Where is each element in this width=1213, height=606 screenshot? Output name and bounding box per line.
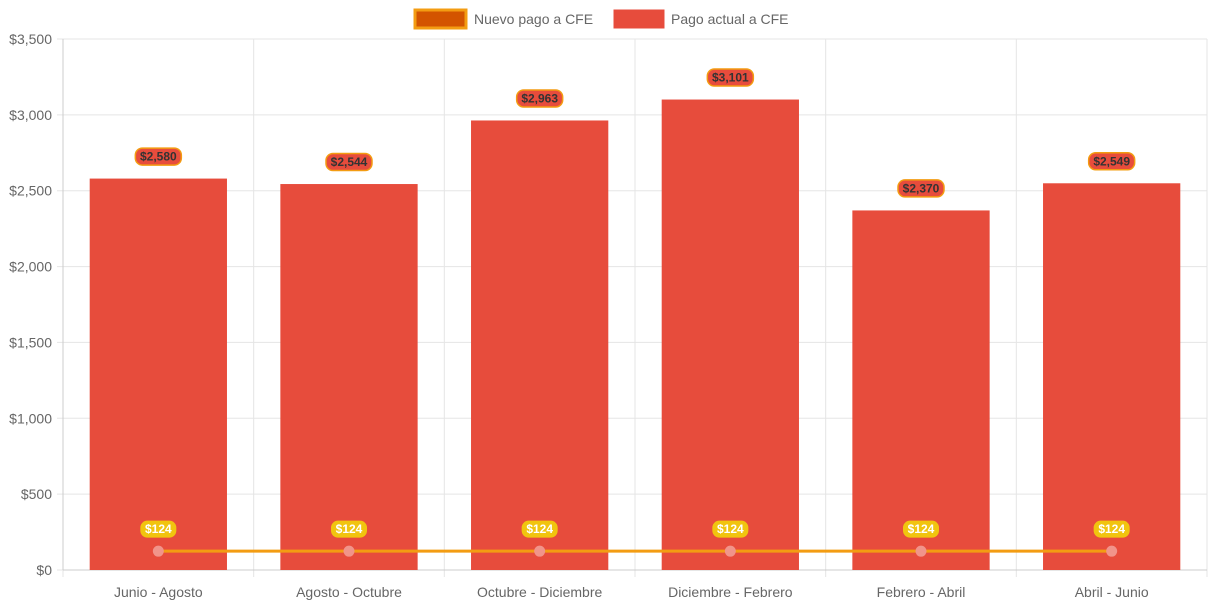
bar-data-label: $2,580 — [140, 150, 177, 164]
y-tick-label: $0 — [36, 562, 52, 578]
legend-swatch — [413, 8, 468, 30]
line-data-label-bg — [903, 520, 939, 538]
bar-data-label: $2,963 — [521, 91, 558, 105]
line-data-label: $124 — [526, 522, 553, 536]
line-data-label-bg — [1093, 520, 1130, 538]
bar-data-label-bg — [1087, 152, 1136, 171]
y-tick-label: $500 — [21, 486, 52, 502]
bar-data-label-bg — [897, 179, 945, 198]
line-data-label-bg — [331, 520, 367, 538]
line-data-label: $124 — [908, 522, 935, 536]
x-tick-label: Junio - Agosto — [114, 584, 203, 600]
line-data-label-bg — [521, 520, 558, 538]
y-tick-label: $1,000 — [9, 410, 52, 426]
line-point — [534, 545, 546, 557]
bar — [471, 120, 609, 570]
bar-data-label: $2,549 — [1093, 154, 1130, 168]
bar-data-label: $3,101 — [712, 71, 749, 85]
y-tick-label: $3,500 — [9, 31, 52, 47]
bar — [852, 210, 990, 571]
legend-label: Nuevo pago a CFE — [474, 11, 593, 27]
bar — [661, 99, 799, 570]
line-data-label: $124 — [1098, 522, 1125, 536]
line-point — [343, 545, 355, 557]
bar — [89, 178, 227, 570]
bar — [1043, 183, 1181, 571]
bar-data-label-bg — [515, 89, 564, 108]
line-data-label: $124 — [336, 522, 363, 536]
x-tick-label: Febrero - Abril — [877, 584, 966, 600]
x-tick-label: Agosto - Octubre — [296, 584, 402, 600]
bar — [280, 184, 418, 570]
line-point — [1106, 545, 1118, 557]
x-tick-label: Abril - Junio — [1075, 584, 1149, 600]
legend-label: Pago actual a CFE — [671, 11, 789, 27]
bar-data-label: $2,370 — [903, 181, 940, 195]
bar-data-label-bg — [134, 147, 183, 166]
bar-data-label-bg — [706, 68, 755, 87]
y-tick-label: $3,000 — [9, 107, 52, 123]
line-data-label-bg — [712, 520, 749, 538]
line-data-label-bg — [140, 520, 177, 538]
x-tick-label: Octubre - Diciembre — [477, 584, 602, 600]
y-tick-label: $1,500 — [9, 334, 52, 350]
legend-swatch — [613, 9, 665, 29]
bar-data-label-bg — [325, 152, 373, 172]
line-point — [724, 545, 736, 557]
line-data-label: $124 — [717, 522, 744, 536]
line-point — [915, 545, 927, 557]
line-point — [152, 545, 164, 557]
y-tick-label: $2,000 — [9, 259, 52, 275]
y-tick-label: $2,500 — [9, 183, 52, 199]
bar-data-label: $2,544 — [331, 155, 368, 169]
x-tick-label: Diciembre - Febrero — [668, 584, 793, 600]
line-data-label: $124 — [145, 522, 172, 536]
